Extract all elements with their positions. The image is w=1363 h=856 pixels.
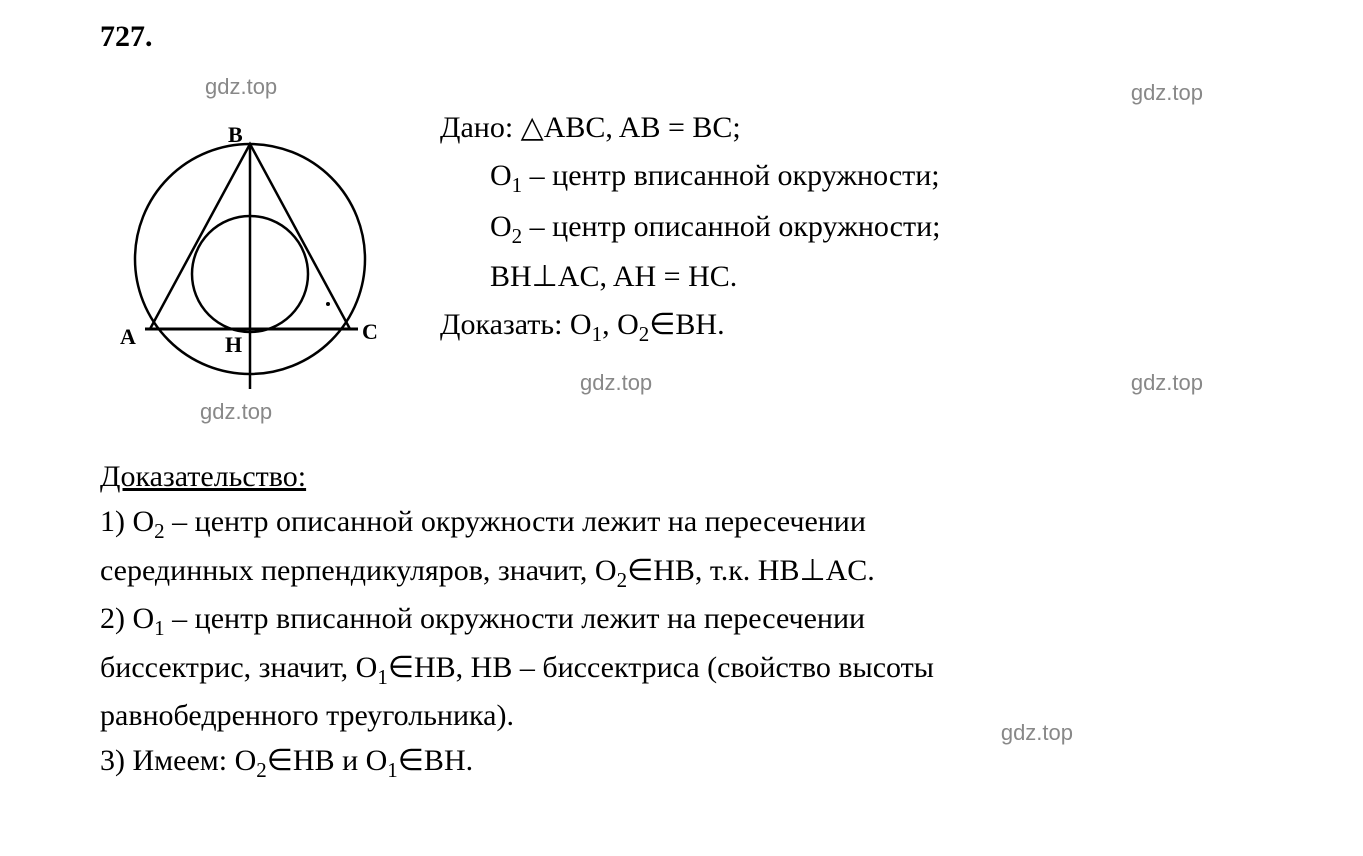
o1-content: – центр вписанной окружности; [522, 159, 939, 192]
watermark-6: gdz.top [1001, 720, 1073, 746]
step3-mid: ∈HB и O [267, 744, 388, 777]
prove-sub1: 1 [592, 322, 603, 346]
step1-prefix: 1) O [100, 505, 154, 538]
o2-prefix: O [490, 210, 512, 243]
proof-step-1-cont: серединных перпендикуляров, значит, O2∈H… [100, 548, 1263, 597]
given-line-2: O1 – центр вписанной окружности; [440, 152, 940, 203]
o1-sub: 1 [512, 173, 523, 197]
step3-sub2: 1 [387, 758, 398, 782]
given-section: Дано: △ABC, AB = BC; O1 – центр вписанно… [440, 74, 940, 424]
given-content-4: BH⊥AC, AH = HC. [490, 260, 737, 293]
proof-step-3: 3) Имеем: O2∈HB и O1∈BH. [100, 738, 1263, 787]
prove-mid: , O [602, 308, 639, 341]
watermark-4: gdz.top [580, 370, 652, 396]
diagram-container: gdz.top B A C H gdz.top [100, 74, 400, 424]
top-section: gdz.top B A C H gdz.top Дано: △ABC, AB =… [100, 74, 1263, 424]
step1-line2-sub: 2 [617, 568, 628, 592]
prove-end: ∈BH. [649, 308, 724, 341]
step3-prefix: 3) Имеем: O [100, 744, 256, 777]
step3-end: ∈BH. [398, 744, 473, 777]
step2-prefix: 2) O [100, 602, 154, 635]
prove-line: Доказать: O1, O2∈BH. [440, 301, 940, 352]
given-prefix: Дано: [440, 111, 521, 144]
step1-line2-end: ∈HB, т.к. HB⊥AC. [627, 554, 875, 587]
label-c: C [362, 319, 378, 345]
step1-line2-start: серединных перпендикуляров, значит, O [100, 554, 617, 587]
o2-content: – центр описанной окружности; [522, 210, 940, 243]
step2-line2-sub: 1 [377, 665, 388, 689]
given-line-1: Дано: △ABC, AB = BC; [440, 104, 940, 152]
step2-line1: – центр вписанной окружности лежит на пе… [165, 602, 865, 635]
given-line-3: O2 – центр описанной окружности; [440, 203, 940, 254]
point-dot [326, 302, 330, 306]
watermark-3: gdz.top [1131, 80, 1203, 106]
prove-sub2: 2 [639, 322, 650, 346]
step2-line3: равнобедренного треугольника). [100, 699, 514, 732]
step1-sub: 2 [154, 519, 165, 543]
watermark-5: gdz.top [1131, 370, 1203, 396]
o1-prefix: O [490, 159, 512, 192]
given-content-1: △ABC, AB = BC; [521, 111, 741, 144]
step1-line1: – центр описанной окружности лежит на пе… [165, 505, 866, 538]
step2-line2-start: биссектрис, значит, O [100, 651, 377, 684]
label-a: A [120, 324, 136, 350]
watermark-diagram-bottom: gdz.top [200, 399, 272, 425]
step2-line2-end: ∈HB, HB – биссектриса (свойство высоты [388, 651, 934, 684]
step3-sub1: 2 [256, 758, 267, 782]
proof-step-2-cont: биссектрис, значит, O1∈HB, HB – биссектр… [100, 645, 1263, 694]
proof-step-2: 2) O1 – центр вписанной окружности лежит… [100, 596, 1263, 645]
label-h: H [225, 332, 242, 358]
given-line-4: BH⊥AC, AH = HC. [440, 253, 940, 301]
geometry-diagram [100, 104, 400, 404]
o2-sub: 2 [512, 224, 523, 248]
problem-number: 727. [100, 20, 1263, 54]
step2-sub: 1 [154, 616, 165, 640]
prove-prefix: Доказать: O [440, 308, 592, 341]
proof-step-2-cont2: равнобедренного треугольника). [100, 693, 1263, 738]
proof-title: Доказательство: [100, 454, 1263, 499]
watermark-diagram-top: gdz.top [205, 74, 277, 100]
proof-section: Доказательство: 1) O2 – центр описанной … [100, 454, 1263, 787]
label-b: B [228, 122, 243, 148]
proof-step-1: 1) O2 – центр описанной окружности лежит… [100, 499, 1263, 548]
